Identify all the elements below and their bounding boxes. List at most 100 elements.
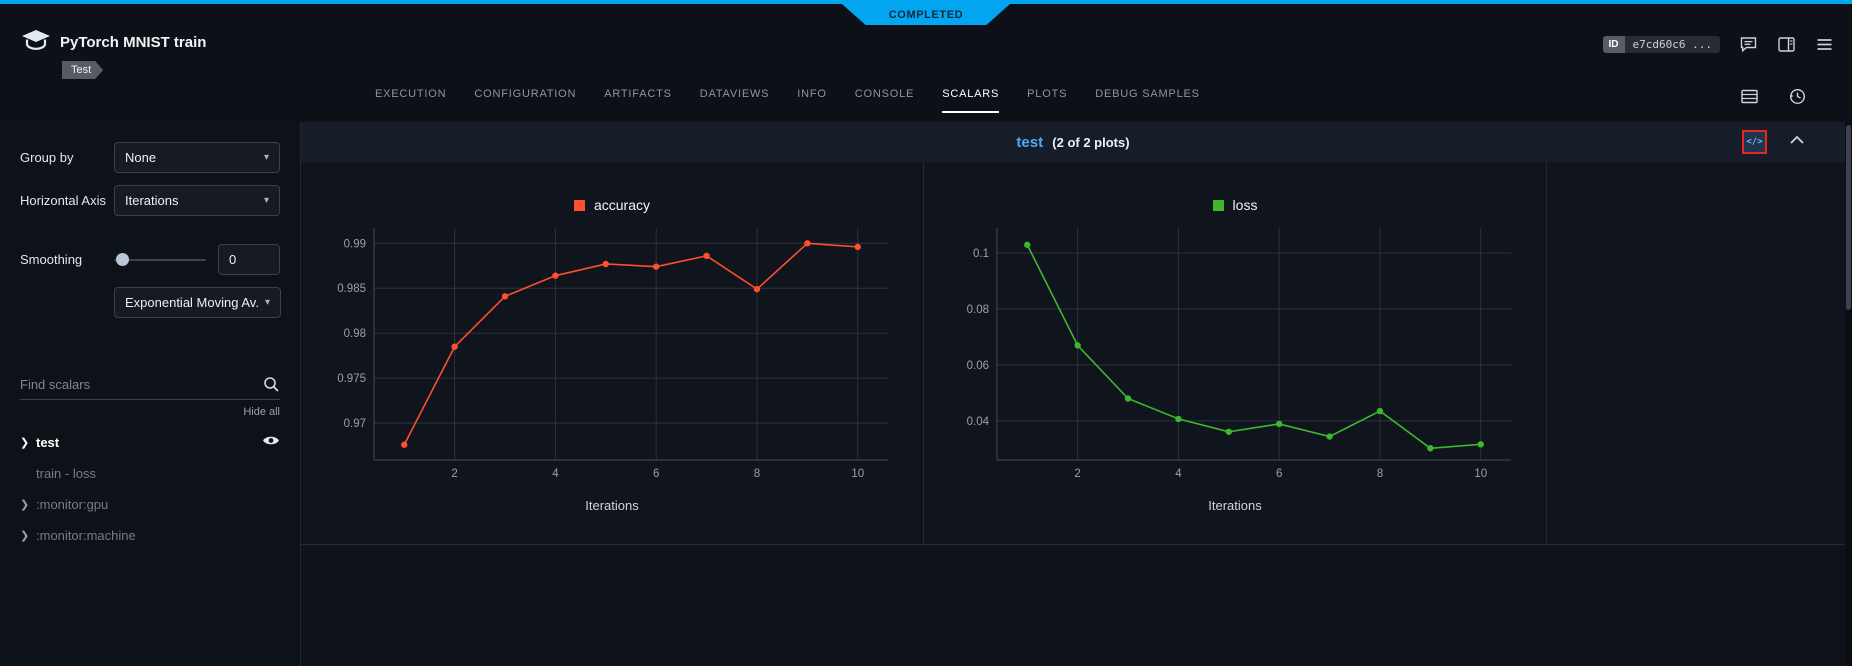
slider-thumb[interactable] [116, 252, 129, 266]
id-label: ID [1602, 35, 1625, 53]
metric-row-train-loss[interactable]: train - loss [0, 458, 300, 489]
legend-swatch [573, 199, 585, 211]
experiment-tag[interactable]: Test [62, 61, 103, 79]
experiment-tabbar: EXECUTION CONFIGURATION ARTIFACTS DATAVI… [0, 88, 1852, 122]
metric-label: :monitor:machine [36, 528, 136, 543]
svg-text:0.06: 0.06 [967, 360, 989, 372]
header-actions: ID e7cd60c6 ... [1602, 34, 1834, 54]
svg-text:8: 8 [754, 468, 760, 480]
tab-debug-samples[interactable]: DEBUG SAMPLES [1095, 88, 1200, 100]
plot-group-title-wrap: test (2 of 2 plots) [301, 134, 1845, 151]
legend-loss[interactable]: loss [924, 196, 1546, 214]
metric-label: test [36, 434, 60, 450]
horizontal-axis-select[interactable]: Iterations ▾ [114, 185, 280, 216]
bottom-strip [301, 545, 1845, 665]
tab-execution[interactable]: EXECUTION [375, 88, 447, 100]
legend-swatch [1212, 199, 1224, 211]
svg-text:4: 4 [552, 468, 559, 480]
svg-text:0.04: 0.04 [967, 416, 990, 428]
svg-text:0.08: 0.08 [967, 304, 989, 316]
slider-track [114, 258, 206, 261]
status-banner-label: COMPLETED [888, 8, 964, 21]
svg-text:10: 10 [851, 468, 864, 480]
status-banner: COMPLETED [842, 4, 1010, 25]
smoothing-slider[interactable] [114, 252, 206, 267]
tab-dataviews[interactable]: DATAVIEWS [699, 88, 770, 100]
x-axis-label: Iterations [585, 498, 639, 513]
search-icon[interactable] [263, 376, 280, 398]
menu-icon[interactable] [1814, 34, 1834, 54]
chevron-down-icon: ▾ [263, 195, 269, 206]
hide-all-link[interactable]: Hide all [243, 406, 280, 418]
table-view-icon[interactable] [1739, 86, 1759, 106]
chevron-down-icon: ▾ [263, 152, 269, 163]
group-by-select[interactable]: None ▾ [114, 142, 280, 173]
smoothing-type-select[interactable]: Exponential Moving Av... ▾ [114, 287, 281, 318]
details-panel-icon[interactable] [1776, 34, 1796, 54]
smoothing-type-row: Exponential Moving Av... ▾ [0, 287, 300, 318]
group-by-value: None [125, 150, 157, 165]
plots-grid: accuracy 2 4 6 8 10 0.97 0.975 0.98 0.985 0.99 It… [301, 162, 1845, 545]
tab-configuration[interactable]: CONFIGURATION [474, 88, 577, 100]
app-header: PyTorch MNIST train Test ID e7cd60c6 ... [0, 4, 1852, 88]
smoothing-row: Smoothing 0 [0, 244, 300, 275]
vertical-scrollbar[interactable] [1845, 122, 1852, 666]
accuracy-chart[interactable]: 2 4 6 8 10 0.97 0.975 0.98 0.985 0.99 [312, 220, 912, 492]
smoothing-type-value: Exponential Moving Av... [125, 295, 259, 310]
plot-panel-accuracy[interactable]: accuracy 2 4 6 8 10 0.97 0.975 0.98 0.985 0.99 It… [301, 162, 924, 544]
plot-group-count: (2 of 2 plots) [1052, 134, 1130, 150]
horizontal-axis-row: Horizontal Axis Iterations ▾ [0, 185, 300, 216]
chevron-down-icon: ▾ [264, 297, 270, 308]
svg-text:0.975: 0.975 [337, 373, 366, 385]
top-accent-bar [0, 0, 1852, 4]
plot-panel-loss[interactable]: loss 2 4 6 8 10 0.04 0.06 0.08 0.1 Iterations [924, 162, 1547, 544]
svg-text:0.97: 0.97 [344, 418, 366, 430]
metric-row-monitor-gpu[interactable]: ❯ :monitor:gpu [0, 489, 300, 520]
metric-label: train - loss [36, 466, 96, 481]
scrollbar-thumb[interactable] [1846, 125, 1851, 310]
svg-text:6: 6 [1276, 468, 1282, 480]
collapse-chevron-icon[interactable] [1789, 133, 1805, 151]
svg-text:0.99: 0.99 [344, 238, 366, 250]
group-by-row: Group by None ▾ [0, 142, 300, 173]
horizontal-axis-value: Iterations [125, 193, 179, 208]
chevron-right-icon[interactable]: ❯ [20, 499, 30, 511]
svg-text:0.1: 0.1 [973, 248, 989, 260]
plot-group-title: test [1016, 133, 1044, 151]
search-input[interactable] [20, 370, 280, 399]
tab-console[interactable]: CONSOLE [854, 88, 915, 100]
smoothing-label: Smoothing [20, 252, 83, 267]
history-icon[interactable] [1787, 86, 1807, 106]
metric-row-test[interactable]: ❯ test [0, 426, 300, 458]
metric-row-monitor-machine[interactable]: ❯ :monitor:machine [0, 520, 300, 551]
chevron-right-icon[interactable]: ❯ [20, 436, 30, 449]
legend-label: accuracy [593, 197, 651, 213]
smoothing-value-input[interactable]: 0 [218, 244, 280, 275]
legend-accuracy[interactable]: accuracy [301, 196, 923, 214]
svg-text:10: 10 [1474, 468, 1487, 480]
svg-text:0.98: 0.98 [344, 328, 366, 340]
experiment-id-chip[interactable]: ID e7cd60c6 ... [1602, 35, 1720, 53]
embed-code-button[interactable]: </> [1742, 130, 1767, 154]
clearml-logo-icon [20, 28, 52, 61]
loss-chart[interactable]: 2 4 6 8 10 0.04 0.06 0.08 0.1 [935, 220, 1535, 492]
svg-text:0.985: 0.985 [337, 283, 366, 295]
tab-plots[interactable]: PLOTS [1027, 88, 1068, 100]
group-by-label: Group by [20, 150, 74, 165]
visibility-eye-icon[interactable] [262, 434, 280, 450]
chevron-right-icon[interactable]: ❯ [20, 530, 30, 542]
page-title: PyTorch MNIST train [60, 34, 207, 51]
tab-artifacts[interactable]: ARTIFACTS [604, 88, 672, 100]
metric-list: ❯ test train - loss ❯ :monitor:gpu ❯ :mo… [0, 426, 300, 551]
svg-text:8: 8 [1377, 468, 1383, 480]
tab-scalars[interactable]: SCALARS [942, 88, 1000, 113]
svg-text:2: 2 [451, 468, 457, 480]
comments-icon[interactable] [1738, 34, 1758, 54]
scalars-sidebar: Group by None ▾ Horizontal Axis Iteratio… [0, 122, 301, 666]
tab-info[interactable]: INFO [797, 88, 827, 100]
tabs: EXECUTION CONFIGURATION ARTIFACTS DATAVI… [375, 88, 1200, 113]
svg-text:6: 6 [653, 468, 659, 480]
metric-label: :monitor:gpu [36, 497, 109, 512]
id-value: e7cd60c6 ... [1624, 35, 1720, 53]
svg-text:2: 2 [1074, 468, 1080, 480]
